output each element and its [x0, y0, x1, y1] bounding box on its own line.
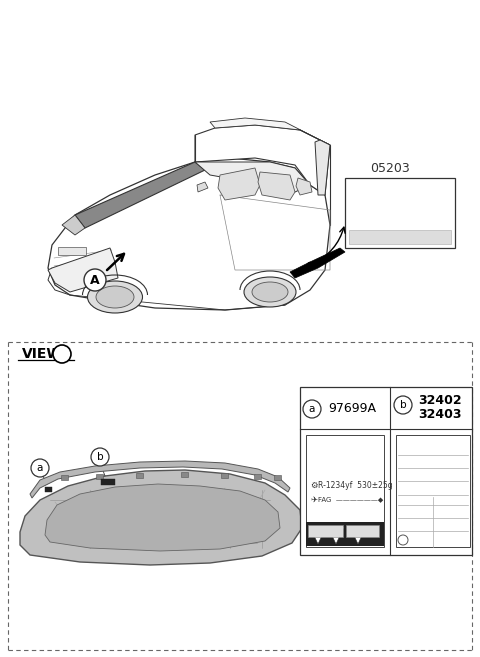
Polygon shape	[315, 140, 330, 195]
Text: R-1234yf  530±25g: R-1234yf 530±25g	[318, 480, 393, 489]
Bar	[274, 475, 281, 480]
Bar	[349, 230, 451, 244]
Bar	[45, 487, 52, 492]
Polygon shape	[75, 162, 205, 228]
Text: a: a	[309, 404, 315, 414]
Polygon shape	[210, 118, 330, 145]
Text: a: a	[37, 463, 43, 473]
Bar	[300, 387, 472, 555]
Text: 05203: 05203	[370, 162, 410, 175]
Polygon shape	[350, 527, 366, 544]
Text: 97699A: 97699A	[328, 401, 376, 415]
Ellipse shape	[252, 282, 288, 302]
Polygon shape	[195, 162, 310, 192]
Polygon shape	[296, 178, 312, 195]
Polygon shape	[45, 484, 280, 551]
Circle shape	[31, 459, 49, 477]
Polygon shape	[195, 125, 330, 195]
Bar	[61, 475, 68, 480]
Bar	[221, 473, 228, 478]
Polygon shape	[328, 527, 344, 544]
Polygon shape	[30, 461, 290, 498]
Polygon shape	[197, 182, 208, 192]
Bar	[396, 435, 470, 547]
Circle shape	[303, 400, 321, 418]
Text: ✈: ✈	[310, 495, 317, 503]
Bar	[136, 473, 143, 478]
Polygon shape	[258, 172, 295, 200]
Ellipse shape	[96, 286, 134, 308]
Polygon shape	[20, 470, 302, 565]
Text: FAG  ——————◆: FAG ——————◆	[318, 496, 383, 502]
Circle shape	[394, 396, 412, 414]
Polygon shape	[48, 158, 330, 310]
Bar	[181, 472, 188, 477]
Polygon shape	[218, 168, 260, 200]
Polygon shape	[48, 248, 118, 292]
Circle shape	[308, 263, 312, 267]
Text: ⚙: ⚙	[310, 480, 317, 489]
Bar	[306, 435, 384, 547]
Text: VIEW: VIEW	[22, 347, 62, 361]
Bar	[306, 522, 384, 546]
Text: b: b	[400, 400, 406, 410]
Circle shape	[84, 269, 106, 291]
Polygon shape	[310, 527, 326, 544]
Text: 32403: 32403	[418, 407, 462, 420]
Text: A: A	[57, 348, 67, 361]
Ellipse shape	[87, 281, 143, 313]
Ellipse shape	[244, 277, 296, 307]
Text: A: A	[90, 273, 100, 286]
Circle shape	[53, 345, 71, 363]
Polygon shape	[290, 248, 345, 278]
Bar	[101, 479, 115, 485]
Circle shape	[398, 535, 408, 545]
Bar	[308, 525, 343, 537]
Circle shape	[91, 448, 109, 466]
Bar	[346, 525, 379, 537]
Bar	[254, 474, 261, 479]
Text: 32402: 32402	[418, 394, 462, 407]
Polygon shape	[62, 215, 85, 235]
Bar	[96, 474, 103, 479]
Bar	[58, 247, 86, 255]
Bar	[345, 178, 455, 248]
Text: b: b	[96, 452, 103, 462]
